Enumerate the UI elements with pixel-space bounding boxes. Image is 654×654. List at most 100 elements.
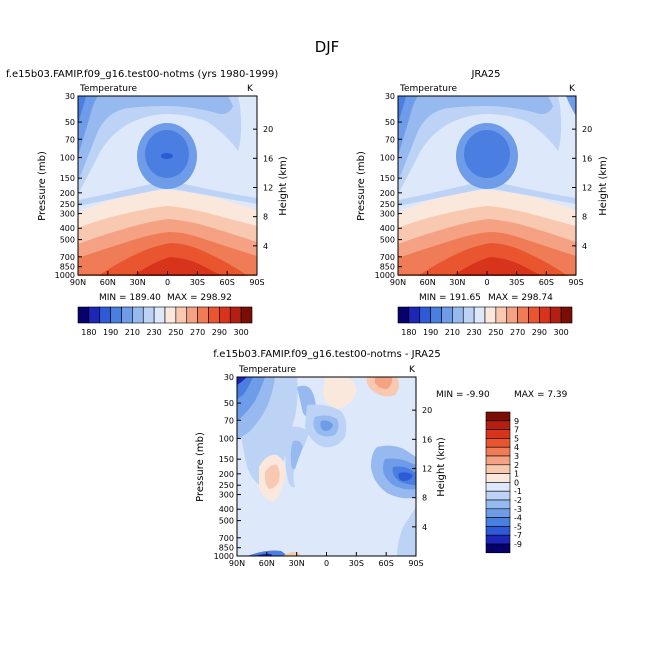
plot-area-model [77, 95, 258, 276]
colorbar-swatch [408, 306, 421, 324]
units-label-jra25: K [569, 84, 576, 94]
colorbar-jra25: 180 190 210 230 250 270 290 300 [397, 306, 573, 337]
xtick-label: 0 [324, 559, 329, 568]
height-tick-label: 20 [263, 125, 273, 134]
colorbar-swatch [528, 306, 540, 324]
colorbar-swatch [208, 306, 220, 324]
colorbar-label: 210 [125, 328, 140, 337]
colorbar-swatch [121, 306, 133, 324]
colorbar-swatch [473, 306, 486, 324]
ytick-label: 1000 [55, 271, 75, 280]
colorbar-swatch [88, 306, 101, 324]
ytick-label: 400 [380, 224, 395, 233]
plot-area-jra25 [397, 95, 577, 276]
panel-title-model: f.e15b03.FAMIP.f09_g16.test00-notms (yrs… [6, 69, 278, 80]
colorbar-swatch [110, 306, 122, 324]
colorbar-label: -5 [514, 522, 522, 531]
colorbar-label: 190 [103, 328, 118, 337]
colorbar-swatch [132, 306, 144, 324]
colorbar-swatch [99, 306, 111, 324]
colorbar-label: 1 [514, 470, 519, 479]
colorbar-label: 230 [466, 328, 481, 337]
ylabel-jra25: Pressure (mb) [356, 151, 367, 221]
xtick-label: 90S [408, 559, 423, 568]
colorbar-swatch [153, 306, 166, 324]
colorbar-swatch [485, 517, 511, 527]
ytick-label: 30 [224, 373, 234, 382]
ytick-label: 50 [65, 118, 75, 127]
colorbar-label: 210 [445, 328, 460, 337]
ytick-label: 500 [219, 517, 234, 526]
ytick-label: 70 [224, 416, 234, 425]
ylabel-difference: Pressure (mb) [195, 432, 206, 502]
colorbar-label: 0 [514, 478, 519, 487]
colorbar-swatch [485, 499, 511, 510]
colorbar-swatch [495, 306, 508, 324]
colorbar-label: -1 [514, 487, 522, 496]
units-label-difference: K [409, 365, 416, 375]
ytick-label: 200 [60, 189, 75, 198]
ytick-label: 150 [219, 455, 234, 464]
panel-jra25: JRA25 Temperature K Pressure (mb) Height… [356, 69, 609, 337]
xtick-label: 90N [390, 278, 406, 287]
variable-label-jra25: Temperature [399, 84, 457, 94]
colorbar-swatch [539, 306, 551, 324]
colorbar-swatch [484, 306, 497, 324]
xtick-label: 90S [249, 278, 264, 287]
ytick-label: 100 [60, 153, 75, 162]
xtick-label: 30N [289, 559, 305, 568]
ytick-label: 100 [219, 434, 234, 443]
colorbar-label: 9 [514, 417, 519, 426]
axis-ticks-model: 305070100150200250300400500700850100090N… [55, 92, 274, 287]
colorbar-swatch [485, 455, 511, 466]
panel-model: f.e15b03.FAMIP.f09_g16.test00-notms (yrs… [6, 69, 289, 337]
panel-difference: f.e15b03.FAMIP.f09_g16.test00-notms - JR… [195, 349, 568, 568]
colorbar-swatch [485, 543, 511, 554]
height-tick-label: 12 [263, 183, 273, 192]
variable-label-model: Temperature [79, 84, 137, 94]
colorbar-swatch [462, 306, 475, 324]
ytick-label: 250 [219, 481, 234, 490]
ytick-label: 700 [219, 534, 234, 543]
ytick-label: 150 [380, 174, 395, 183]
ytick-label: 300 [380, 210, 395, 219]
page-title: DJF [315, 38, 340, 56]
colorbar-swatch [430, 306, 442, 324]
colorbar-swatch [485, 411, 511, 422]
ytick-label: 300 [219, 491, 234, 500]
max-label-difference: MAX = 7.39 [514, 390, 568, 400]
xtick-label: 30N [449, 278, 465, 287]
colorbar-label: 5 [514, 434, 519, 443]
xtick-label: 90N [229, 559, 245, 568]
colorbar-swatch [197, 306, 209, 324]
colorbar-swatch [485, 534, 511, 545]
min-label-jra25: MIN = 191.65 [419, 293, 481, 303]
colorbar-swatch [164, 306, 177, 324]
ylabel-model: Pressure (mb) [37, 151, 48, 221]
height-tick-label: 12 [582, 183, 592, 192]
colorbar-label: 2 [514, 461, 519, 470]
xtick-label: 60N [420, 278, 436, 287]
ytick-label: 500 [380, 236, 395, 245]
xtick-label: 60S [539, 278, 554, 287]
colorbar-label: 250 [488, 328, 503, 337]
ytick-label: 850 [380, 263, 395, 272]
colorbar-label: 290 [212, 328, 227, 337]
ytick-label: 100 [380, 153, 395, 162]
units-label-model: K [247, 84, 254, 94]
ytick-label: 1000 [375, 271, 395, 280]
height-tick-label: 20 [582, 125, 592, 134]
panel-title-difference: f.e15b03.FAMIP.f09_g16.test00-notms - JR… [213, 349, 440, 360]
colorbar-label: 7 [514, 426, 519, 435]
ytick-label: 700 [380, 253, 395, 262]
ytick-label: 200 [219, 470, 234, 479]
colorbar-swatch [506, 306, 518, 324]
colorbar-label: 300 [553, 328, 568, 337]
ylabel-right-jra25: Height (km) [598, 156, 609, 216]
ytick-label: 250 [380, 200, 395, 209]
xtick-label: 90S [568, 278, 583, 287]
ytick-label: 700 [60, 253, 75, 262]
ytick-label: 300 [60, 210, 75, 219]
xtick-label: 60N [259, 559, 275, 568]
